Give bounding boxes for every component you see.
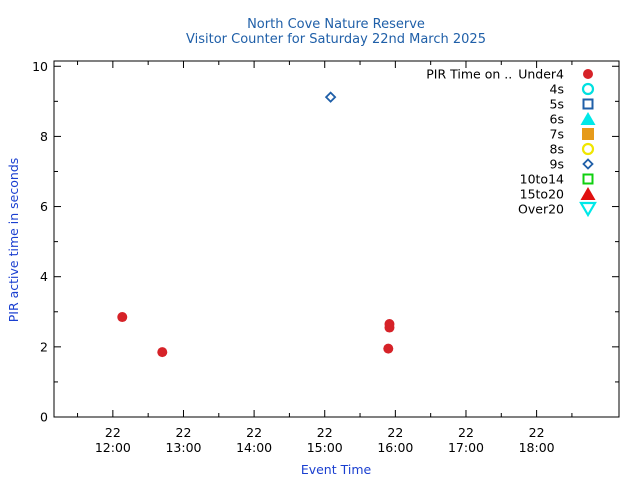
x-tick-label-day: 22 xyxy=(317,425,333,440)
x-tick-label-day: 22 xyxy=(176,425,192,440)
y-tick-label: 8 xyxy=(40,129,48,144)
x-tick-label-time: 18:00 xyxy=(519,440,555,455)
axes: 02468102212:002213:002214:002215:002216:… xyxy=(32,59,619,455)
x-tick-label-time: 12:00 xyxy=(95,440,131,455)
x-tick-label-day: 22 xyxy=(387,425,403,440)
data-points xyxy=(117,91,395,358)
legend-marker-10to14 xyxy=(582,173,594,185)
legend-label-6s: 6s xyxy=(550,112,564,127)
x-tick-label-time: 16:00 xyxy=(377,440,413,455)
legend-marker-7s xyxy=(582,128,594,140)
data-point-under4 xyxy=(117,312,128,323)
legend-marker-under4 xyxy=(583,69,593,79)
x-tick-label-time: 14:00 xyxy=(236,440,272,455)
x-tick-label-day: 22 xyxy=(105,425,121,440)
y-tick-label: 10 xyxy=(32,59,48,74)
y-tick-label: 4 xyxy=(40,269,48,284)
legend: PIR Time on .. Under44s5s6s7s8s9s10to141… xyxy=(426,67,597,218)
legend-label-under4: Under4 xyxy=(518,67,564,82)
y-tick-label: 0 xyxy=(40,410,48,425)
x-axis-label: Event Time xyxy=(301,462,372,477)
y-tick-label: 2 xyxy=(40,339,48,354)
x-tick-label-day: 22 xyxy=(458,425,474,440)
data-point-under4 xyxy=(384,322,395,333)
data-point-under4 xyxy=(383,343,394,354)
legend-marker-15to20 xyxy=(580,187,596,200)
legend-marker-over20 xyxy=(579,201,597,218)
x-tick-label-time: 17:00 xyxy=(448,440,484,455)
legend-label-8s: 8s xyxy=(550,142,564,157)
legend-label-15to20: 15to20 xyxy=(520,187,564,202)
legend-marker-6s xyxy=(580,112,596,125)
legend-marker-8s xyxy=(581,142,595,156)
x-tick-label-time: 15:00 xyxy=(307,440,343,455)
x-tick-label-day: 22 xyxy=(529,425,545,440)
legend-marker-4s xyxy=(581,82,595,96)
legend-title: PIR Time on .. xyxy=(426,67,512,82)
legend-marker-5s xyxy=(582,98,594,110)
plot-frame xyxy=(53,60,620,418)
legend-label-over20: Over20 xyxy=(518,202,564,217)
y-tick-label: 6 xyxy=(40,199,48,214)
data-point-9s xyxy=(324,91,337,103)
legend-marker-9s xyxy=(582,158,594,170)
chart-title: North Cove Nature Reserve xyxy=(247,17,425,32)
legend-label-5s: 5s xyxy=(550,97,564,112)
legend-label-9s: 9s xyxy=(550,157,564,172)
legend-label-10to14: 10to14 xyxy=(520,172,564,187)
legend-label-7s: 7s xyxy=(550,127,564,142)
chart-subtitle: Visitor Counter for Saturday 22nd March … xyxy=(186,32,486,47)
legend-label-4s: 4s xyxy=(550,82,564,97)
data-point-under4 xyxy=(157,347,168,358)
x-tick-label-day: 22 xyxy=(246,425,262,440)
x-tick-label-time: 13:00 xyxy=(165,440,201,455)
y-axis-label: PIR active time in seconds xyxy=(6,158,21,323)
